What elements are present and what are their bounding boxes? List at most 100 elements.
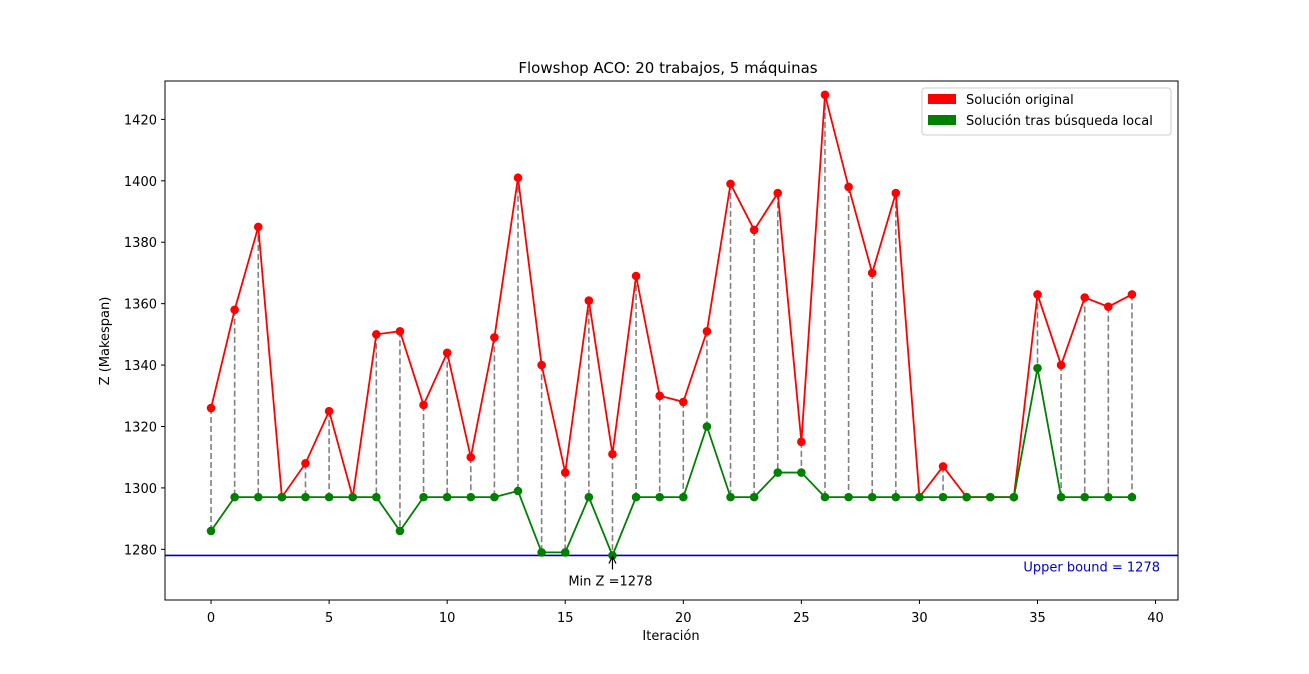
series-line-0 [210,94,1133,500]
series-0-point [655,391,664,401]
series-0-point [820,90,830,100]
series-1-point [938,492,948,502]
series-0-point [1056,360,1066,370]
series-1-point [915,492,924,502]
series-0-point [584,296,594,305]
series-line-1 [210,367,1132,558]
series-1-point [277,492,287,502]
series-1-point [702,422,712,431]
x-tick-label: 15 [557,611,574,626]
series-0-point [513,173,523,183]
series-1-point [749,492,759,502]
series-1-point [679,492,688,502]
x-axis-label: Iteración [642,629,699,644]
x-tick-label: 35 [1029,611,1046,626]
series-1-point [301,492,310,502]
series-1-point [1009,492,1019,502]
series-1-point [324,492,334,502]
x-tick-label: 25 [793,611,810,626]
series-0-point [844,182,853,192]
series-1-point [537,548,546,557]
series-0-point [773,188,783,198]
series-0-point [560,468,570,477]
y-tick-label: 1360 [124,298,157,313]
series-1-point [844,492,853,502]
series-1-point [1056,492,1066,502]
y-tick-label: 1400 [124,175,157,190]
series-1-point [490,492,499,502]
legend-swatch [928,115,956,125]
series-0-point [726,179,735,189]
legend-label: Solución original [966,93,1074,108]
x-tick-label: 30 [911,611,928,626]
series-0-point [466,452,476,462]
y-tick-label: 1300 [124,482,157,497]
series-1-point [891,492,901,502]
y-tick-label: 1340 [124,359,157,374]
series-0-point [608,449,617,459]
plot-frame [164,80,1179,601]
series-0-point [324,406,334,416]
series-1-point [773,468,783,477]
series-0-point [230,305,239,315]
legend-swatch [928,94,956,104]
x-tick-label: 20 [675,611,692,626]
series-1-point [985,492,995,502]
series-0-point [679,397,688,407]
x-tick-label: 0 [207,611,215,626]
series-1-point [820,492,830,502]
y-tick-label: 1380 [124,236,157,251]
series-1-point [466,492,476,502]
series-1-point [253,492,263,502]
series-1-point [372,492,381,502]
upper-bound-label: Upper bound = 1278 [1023,560,1160,575]
series-1-point [419,492,428,502]
series-1-point [513,486,523,496]
series-1-point [1033,363,1042,373]
series-0-point [631,271,641,281]
series-1-point [1080,492,1090,502]
series-1-point [560,548,570,557]
series-1-point [655,492,664,502]
series-1-point [631,492,641,502]
series-0-point [1127,290,1137,299]
y-tick-label: 1320 [124,420,157,435]
series-0-point [867,268,877,278]
series-0-point [938,462,948,471]
series-0-point [702,326,712,336]
series-0-point [1104,302,1113,312]
series-0-point [442,348,452,358]
min-annotation-label: Min Z =1278 [568,574,652,589]
series-0-point [253,222,263,232]
series-0-point [891,188,901,198]
series-0-point [749,225,759,235]
y-tick-label: 1280 [124,543,157,558]
legend-box [921,87,1172,136]
series-1-point [584,492,594,502]
plot-area: 0 5 10 15 20 25 30 35 40 1280 1300 1320 1340 1360 1380… [124,80,1179,626]
series-1-point [962,492,971,502]
series-1-point [867,492,877,502]
series-0-point [419,400,428,410]
series-0-point [206,403,216,413]
x-tick-label: 40 [1147,611,1164,626]
series-0-point [395,326,405,336]
series-0-point [1080,293,1090,302]
x-tick-label: 5 [325,611,333,626]
series-1-point [1104,492,1113,502]
legend-label: Solución tras búsqueda local [966,114,1153,129]
series-1-point [1127,492,1137,502]
series-1-point [395,526,405,536]
series-1-point [442,492,452,502]
legend: Solución original Solución tras búsqueda … [921,87,1172,136]
series-0-point [537,360,546,370]
min-annotation-arrow-head [608,555,617,564]
series-1-point [206,526,216,536]
series-0-point [372,330,381,339]
chart-title: Flowshop ACO: 20 trabajos, 5 máquinas [518,59,817,77]
series-0-point [797,437,806,447]
series-0-point [490,333,499,342]
series-1-point [726,492,735,502]
